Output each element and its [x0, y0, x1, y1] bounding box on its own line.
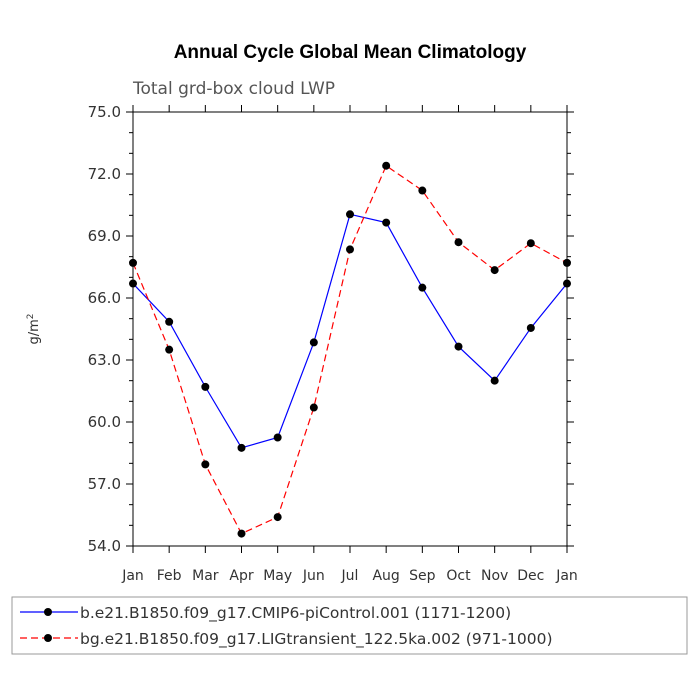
x-tick-label: Oct [446, 568, 471, 584]
x-tick-label: Sep [409, 568, 436, 584]
chart-title: Annual Cycle Global Mean Climatology [174, 42, 527, 63]
series-1-point [129, 279, 137, 288]
x-tick-label: Jun [302, 568, 325, 584]
y-tick-label: 57.0 [88, 475, 121, 493]
x-tick-label: Aug [372, 568, 399, 584]
x-tick-label: Jan [555, 568, 578, 584]
chart-subtitle: Total grd-box cloud LWP [132, 79, 335, 99]
series-2-point [201, 460, 210, 469]
series-1-point [165, 317, 174, 326]
y-tick-label: 69.0 [88, 227, 121, 245]
y-axis-label: g/m2 [26, 313, 42, 344]
x-tick-label: Feb [157, 568, 182, 584]
series-2-point [418, 186, 427, 195]
series-1-point [454, 342, 463, 351]
legend-marker-1 [44, 608, 52, 616]
legend-marker-2 [44, 634, 52, 642]
x-tick-label: Apr [229, 568, 253, 584]
series-2-point [309, 403, 318, 412]
series-2-point [237, 529, 246, 538]
y-tick-label: 66.0 [88, 289, 121, 307]
x-tick-label: Jan [121, 568, 144, 584]
series-1-point [309, 338, 318, 347]
legend-label-2: bg.e21.B1850.f09_g17.LIGtransient_122.5k… [80, 630, 553, 649]
x-tick-label: Mar [192, 568, 219, 584]
series-2-point [273, 513, 282, 522]
y-tick-label: 60.0 [88, 413, 121, 431]
series-1-point [418, 283, 427, 292]
series-1-point [490, 376, 499, 385]
series-2-point [382, 161, 391, 170]
series-1-point [382, 218, 391, 227]
y-tick-label: 72.0 [88, 165, 121, 183]
series-1-point [346, 210, 354, 219]
x-tick-label: Nov [481, 568, 508, 584]
legend-box [11, 596, 688, 655]
x-tick-label: Jul [341, 568, 359, 584]
legend-label-1: b.e21.B1850.f09_g17.CMIP6-piControl.001 … [80, 604, 511, 623]
series-2-point [490, 266, 499, 275]
y-tick-label: 54.0 [88, 537, 121, 555]
series-2-point [454, 238, 463, 247]
plot-area: 54.0 57.0 60.0 63.0 66.0 69.0 72.0 75.0 Jan Feb Ma… [88, 103, 578, 584]
series-2-point [346, 245, 354, 254]
y-tick-label: 75.0 [88, 103, 121, 121]
series-1-point [237, 443, 246, 452]
series-2-point [165, 345, 174, 354]
series-2-point [563, 258, 571, 267]
y-axis-label-superscript: 2 [26, 313, 36, 319]
legend: b.e21.B1850.f09_g17.CMIP6-piControl.001 … [11, 596, 688, 655]
plot-frame [132, 111, 568, 547]
series-2-point [129, 258, 137, 267]
series-1-point [201, 382, 210, 391]
y-axis-label-text: g/m [27, 319, 42, 344]
x-tick-label: Dec [517, 568, 544, 584]
series-1-point [273, 433, 282, 442]
series-line-2 [132, 164, 568, 535]
x-tick-label: May [263, 568, 292, 584]
series-2-point [526, 239, 535, 248]
y-tick-label: 63.0 [88, 351, 121, 369]
series-1-point [563, 279, 571, 288]
series-1-point [526, 323, 535, 332]
